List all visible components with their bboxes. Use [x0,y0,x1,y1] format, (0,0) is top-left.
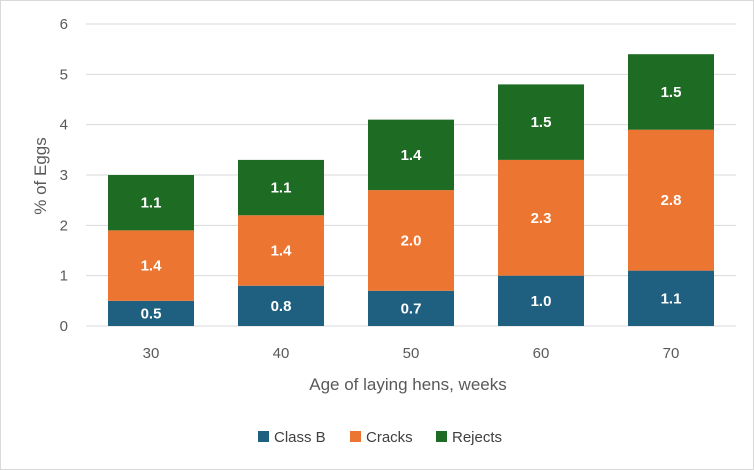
legend: Class B Cracks Rejects [258,429,502,446]
x-tick-label: 40 [273,345,290,362]
legend-swatch [350,431,361,442]
x-axis-ticks: 30 40 50 60 70 [143,345,680,362]
x-axis-title: Age of laying hens, weeks [309,375,507,394]
bar-segment-rejects [628,54,714,130]
data-label: 0.5 [141,305,162,322]
data-label: 2.3 [531,210,552,227]
legend-label: Rejects [452,429,502,446]
y-tick-label: 2 [60,217,68,234]
bar-segment-cracks [628,129,714,271]
data-label: 1.4 [271,243,293,260]
legend-label: Cracks [366,429,413,446]
bar-segment-rejects [108,175,194,231]
legend-swatch [258,431,269,442]
bar-segment-cracks [238,215,324,286]
bar-segment-cracks [368,190,454,291]
data-label: 1.1 [271,180,292,197]
data-label: 0.7 [401,300,422,317]
y-axis-title: % of Eggs [31,137,50,215]
data-label: 1.0 [531,293,552,310]
y-tick-label: 4 [60,117,68,134]
x-tick-label: 70 [663,345,680,362]
bar-segment-rejects [498,84,584,160]
y-tick-label: 0 [60,318,68,335]
bars-group: 0.5 1.4 1.1 0.8 1.4 1.1 0.7 2.0 1.4 1.0 2.3 1.5 1.1 2… [108,54,714,326]
y-tick-label: 6 [60,16,68,33]
data-label: 2.0 [401,232,422,249]
bar-segment-class-b [498,275,584,326]
bar-segment-rejects [368,119,454,191]
legend-swatch [436,431,447,442]
data-label: 1.4 [141,258,163,275]
data-label: 1.5 [531,114,552,131]
data-label: 1.4 [401,147,423,164]
x-tick-label: 30 [143,345,160,362]
y-tick-label: 3 [60,167,68,184]
legend-label: Class B [274,429,326,446]
data-label: 1.1 [661,290,682,307]
bar-segment-class-b [368,290,454,326]
y-tick-label: 5 [60,66,68,83]
x-tick-label: 50 [403,345,420,362]
x-tick-label: 60 [533,345,550,362]
data-label: 0.8 [271,298,292,315]
bar-segment-class-b [628,270,714,326]
y-axis-ticks: 0 1 2 3 4 5 6 [60,16,68,335]
data-label: 1.1 [141,195,162,212]
data-label: 1.5 [661,84,682,101]
bar-segment-rejects [238,159,324,216]
bar-segment-cracks [108,230,194,301]
bar-segment-cracks [498,159,584,276]
y-tick-label: 1 [60,268,68,285]
data-label: 2.8 [661,192,682,209]
bar-segment-class-b [238,285,324,326]
bar-segment-class-b [108,300,194,326]
